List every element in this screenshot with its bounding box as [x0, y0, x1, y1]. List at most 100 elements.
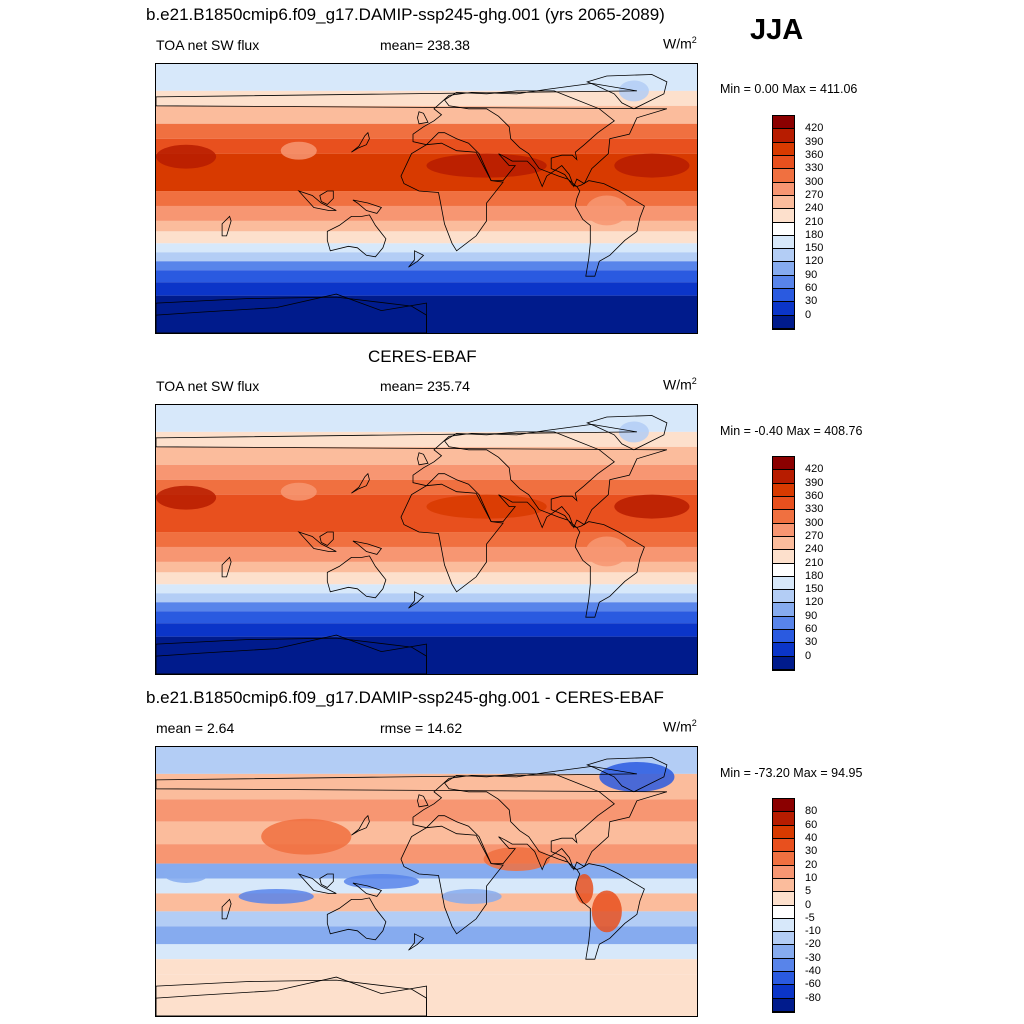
colorbar-tick-label: -40	[805, 965, 821, 978]
coastline-nguinea	[352, 882, 383, 897]
colorbar-tick-label: 210	[805, 215, 824, 228]
map-band	[156, 584, 697, 594]
panel-mean-obs: mean= 235.74	[380, 378, 470, 394]
map-band	[156, 405, 697, 432]
map-diff-svg	[156, 747, 697, 1016]
colorbar-box	[773, 483, 794, 497]
map-anomaly-region	[591, 890, 622, 933]
colorbar-tick-label: 80	[805, 805, 818, 818]
map-band	[156, 231, 697, 244]
colorbar-box	[773, 195, 794, 210]
panel-minmax-obs: Min = -0.40 Max = 408.76	[720, 424, 863, 438]
colorbar-box	[773, 209, 794, 223]
coastline-africa	[400, 142, 504, 252]
coastline-nguinea	[352, 540, 383, 555]
colorbar-box	[773, 563, 794, 577]
colorbar-tick-label: 20	[805, 858, 818, 871]
colorbar-box	[773, 616, 794, 631]
colorbar-box	[773, 932, 794, 946]
colorbar-box	[773, 945, 794, 959]
colorbar-tick-label: -10	[805, 925, 821, 938]
coastline-japan	[351, 472, 370, 494]
colorbar-box	[773, 865, 794, 879]
map-band	[156, 479, 697, 495]
map-anomaly-region	[614, 494, 690, 519]
colorbar-box	[773, 182, 794, 196]
map-anomaly-region	[280, 482, 317, 501]
colorbar-tick-label: 270	[805, 529, 824, 542]
map-band	[156, 799, 697, 822]
colorbar-tick-label: 0	[805, 308, 812, 321]
colorbar-tick-label: 390	[805, 476, 824, 489]
map-band	[156, 863, 697, 879]
colorbar-tick-label: 0	[805, 649, 812, 662]
coastline-indonesia	[297, 873, 337, 894]
map-anomaly-region	[483, 847, 550, 872]
map-band	[156, 261, 697, 271]
coastline-borneo	[319, 190, 334, 205]
coastline-antarctica	[156, 637, 427, 674]
colorbar-tick-label: 90	[805, 268, 818, 281]
colorbar-box	[773, 155, 794, 170]
colorbar-tick-label: -30	[805, 951, 821, 964]
colorbar-box	[773, 825, 794, 839]
colorbar-box	[773, 470, 794, 484]
colorbar-tick-label: 300	[805, 516, 824, 529]
colorbar-box	[773, 169, 794, 183]
colorbar-box	[773, 550, 794, 564]
map-band	[156, 572, 697, 585]
colorbar-tick-label: 30	[805, 295, 818, 308]
colorbar-diff	[772, 798, 795, 1013]
colorbar-tick-label: 0	[805, 898, 812, 911]
coastline-greenland	[586, 415, 668, 451]
colorbar-box	[773, 129, 794, 143]
map-band	[156, 252, 697, 262]
colorbar-tick-label: 60	[805, 282, 818, 295]
map-band	[156, 123, 697, 139]
map-anomaly-region	[280, 141, 317, 160]
colorbar-tick-label: 60	[805, 623, 818, 636]
colorbar-box	[773, 116, 794, 130]
map-band	[156, 623, 697, 637]
colorbar-box	[773, 496, 794, 511]
colorbar-box	[773, 275, 794, 290]
panel-left-label-diff: mean = 2.64	[156, 720, 235, 736]
map-band	[156, 153, 697, 192]
map-obs	[155, 404, 698, 675]
colorbar-box	[773, 656, 794, 670]
map-band	[156, 561, 697, 573]
map-band	[156, 191, 697, 206]
map-anomaly-region	[585, 195, 628, 226]
colorbar-tick-label: 30	[805, 845, 818, 858]
map-anomaly-region	[156, 485, 217, 510]
map-model-svg	[156, 64, 697, 333]
panel-title-model: b.e21.B1850cmip6.f09_g17.DAMIP-ssp245-gh…	[146, 5, 665, 24]
map-anomaly-region	[426, 153, 547, 178]
panel-units-model: W/m2	[663, 35, 697, 52]
map-diff	[155, 746, 698, 1017]
colorbar-tick-label: 270	[805, 188, 824, 201]
coastline-samerica	[574, 863, 645, 960]
coastline-madagascar	[221, 898, 232, 920]
colorbar-tick-label: 5	[805, 885, 812, 898]
panel-left-label-model: TOA net SW flux	[156, 37, 260, 53]
colorbar-model	[772, 115, 795, 330]
colorbar-tick-label: 240	[805, 543, 824, 556]
colorbar-box	[773, 852, 794, 866]
coastline-antarctica2	[156, 634, 427, 674]
colorbar-tick-label: 120	[805, 596, 824, 609]
season-label: JJA	[750, 14, 804, 46]
coastline-greenland	[586, 74, 668, 110]
colorbar-tick-label: 30	[805, 636, 818, 649]
map-band	[156, 821, 697, 845]
map-band	[156, 911, 697, 927]
map-band	[156, 959, 697, 975]
colorbar-tick-label: 300	[805, 175, 824, 188]
coastline-antarctica	[156, 296, 427, 333]
coastline-indonesia	[297, 190, 337, 211]
colorbar-tick-label: 60	[805, 818, 818, 831]
colorbar-box	[773, 142, 794, 156]
colorbar-box	[773, 315, 794, 329]
colorbar-box	[773, 630, 794, 644]
colorbar-tick-label: -60	[805, 978, 821, 991]
